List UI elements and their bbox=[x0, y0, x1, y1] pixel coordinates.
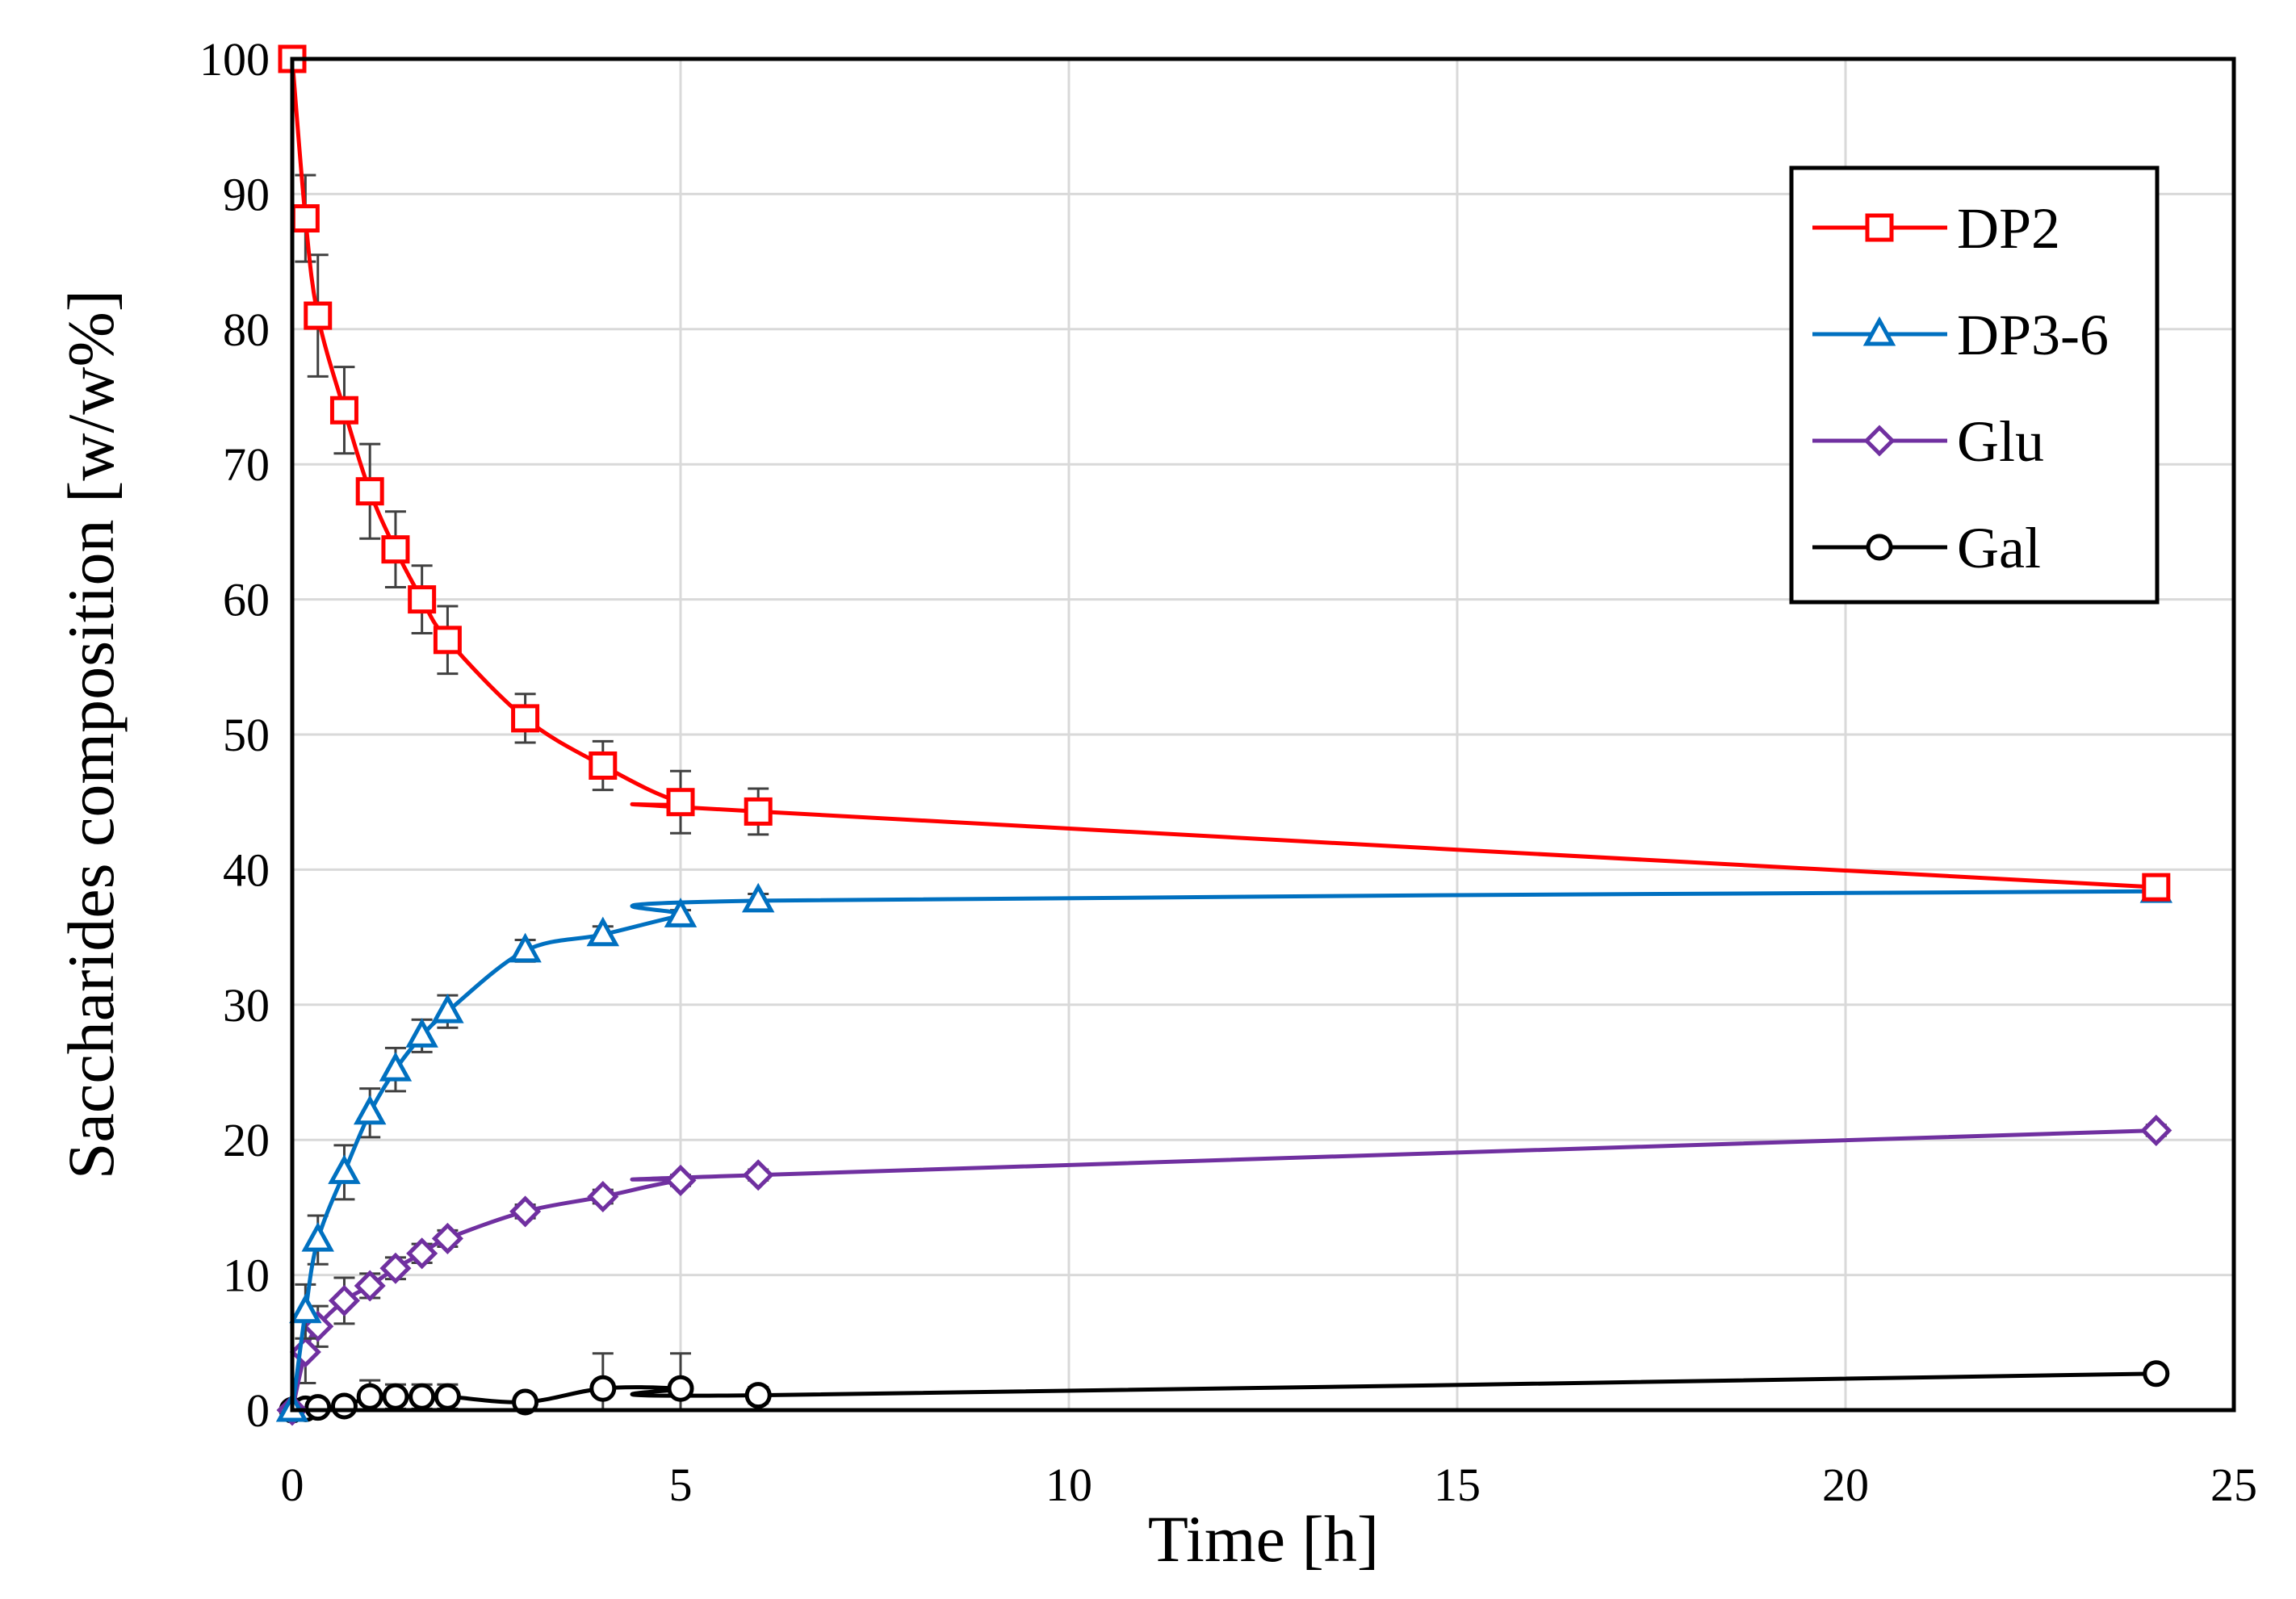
y-tick-label: 70 bbox=[223, 438, 270, 491]
data-point-dp2 bbox=[381, 535, 410, 564]
data-point-dp3-6 bbox=[664, 898, 698, 927]
data-point-dp3-6 bbox=[405, 1018, 438, 1048]
x-tick-label: 25 bbox=[2210, 1459, 2257, 1511]
legend-item-dp3-6: DP3-6 bbox=[1812, 303, 2109, 367]
data-point-dp3-6 bbox=[431, 993, 464, 1023]
series-dp2 bbox=[278, 44, 2171, 902]
data-point-dp3-6 bbox=[289, 1293, 322, 1324]
data-point-glu bbox=[742, 1159, 774, 1191]
data-point-dp3-6 bbox=[301, 1221, 334, 1252]
tick-labels: 0 10 20 30 40 50 60 70 80 90 100 0 5 10 15 20 25 bbox=[199, 33, 2257, 1511]
data-point-dp2 bbox=[666, 788, 695, 817]
x-tick-label: 0 bbox=[281, 1459, 304, 1511]
data-point-dp3-6 bbox=[379, 1051, 413, 1082]
data-point-gal bbox=[667, 1375, 694, 1402]
y-tick-label: 0 bbox=[246, 1384, 270, 1437]
y-axis-title: Saccharides composition [w/w%] bbox=[54, 290, 128, 1179]
data-point-gal bbox=[2143, 1360, 2170, 1388]
legend-item-gal: Gal bbox=[1812, 516, 2041, 580]
y-tick-label: 100 bbox=[199, 33, 270, 86]
series-dp3-6 bbox=[275, 873, 2173, 1422]
y-tick-label: 80 bbox=[223, 303, 270, 356]
x-axis-title: Time [h] bbox=[1148, 1502, 1379, 1576]
data-point-dp3-6 bbox=[353, 1095, 387, 1125]
data-point-dp2 bbox=[304, 301, 333, 330]
legend-marker bbox=[1862, 316, 1896, 346]
legend-label: Gal bbox=[1957, 516, 2041, 580]
data-point-dp2 bbox=[511, 704, 540, 733]
data-point-dp2 bbox=[329, 396, 358, 425]
data-point-glu bbox=[509, 1195, 542, 1228]
data-point-glu bbox=[354, 1270, 386, 1302]
legend: DP2 DP3-6 Glu Gal bbox=[1789, 165, 2160, 605]
legend-marker bbox=[1863, 425, 1896, 457]
series-layer bbox=[275, 44, 2173, 1426]
legend-label: Glu bbox=[1957, 409, 2044, 474]
data-point-gal bbox=[512, 1388, 539, 1416]
data-point-dp2 bbox=[744, 797, 773, 826]
legend-marker bbox=[1866, 534, 1893, 561]
data-point-gal bbox=[382, 1383, 409, 1410]
legend-label: DP3-6 bbox=[1957, 303, 2109, 367]
data-point-dp3-6 bbox=[509, 932, 542, 963]
data-point-glu bbox=[2140, 1114, 2172, 1147]
legend-item-glu: Glu bbox=[1812, 409, 2044, 474]
legend-marker bbox=[1865, 213, 1894, 242]
plot-frame bbox=[290, 57, 2236, 1413]
data-point-dp3-6 bbox=[328, 1154, 361, 1184]
data-point-dp2 bbox=[2142, 873, 2171, 902]
y-tick-label: 10 bbox=[223, 1249, 270, 1302]
legend-item-dp2: DP2 bbox=[1812, 196, 2060, 261]
data-point-dp2 bbox=[355, 477, 384, 506]
y-tick-label: 40 bbox=[223, 843, 270, 896]
y-tick-label: 20 bbox=[223, 1114, 270, 1166]
data-point-gal bbox=[330, 1392, 358, 1420]
data-point-gal bbox=[434, 1383, 461, 1410]
data-point-glu bbox=[587, 1180, 619, 1213]
x-tick-label: 20 bbox=[1822, 1459, 1869, 1511]
y-tick-label: 30 bbox=[223, 979, 270, 1032]
data-point-glu bbox=[406, 1237, 438, 1270]
data-point-gal bbox=[409, 1383, 436, 1410]
x-tick-label: 15 bbox=[1434, 1459, 1481, 1511]
y-tick-label: 60 bbox=[223, 574, 270, 626]
data-point-glu bbox=[431, 1222, 463, 1254]
data-point-dp2 bbox=[408, 585, 437, 614]
x-tick-label: 10 bbox=[1045, 1459, 1092, 1511]
data-point-gal bbox=[744, 1382, 772, 1409]
data-point-glu bbox=[328, 1284, 360, 1316]
data-point-glu bbox=[379, 1252, 412, 1284]
data-point-dp2 bbox=[433, 626, 462, 655]
data-point-dp2 bbox=[291, 204, 320, 233]
data-point-dp3-6 bbox=[741, 882, 775, 913]
data-point-gal bbox=[589, 1375, 617, 1402]
data-point-dp2 bbox=[589, 751, 618, 781]
legend-box bbox=[1789, 165, 2160, 605]
data-point-gal bbox=[304, 1394, 332, 1421]
series-glu bbox=[276, 1114, 2172, 1426]
data-point-glu bbox=[664, 1164, 697, 1196]
data-point-gal bbox=[356, 1383, 383, 1410]
data-point-dp3-6 bbox=[586, 916, 620, 947]
y-tick-label: 50 bbox=[223, 709, 270, 761]
y-tick-label: 90 bbox=[223, 168, 270, 220]
legend-label: DP2 bbox=[1957, 196, 2060, 261]
x-tick-label: 5 bbox=[669, 1459, 693, 1511]
